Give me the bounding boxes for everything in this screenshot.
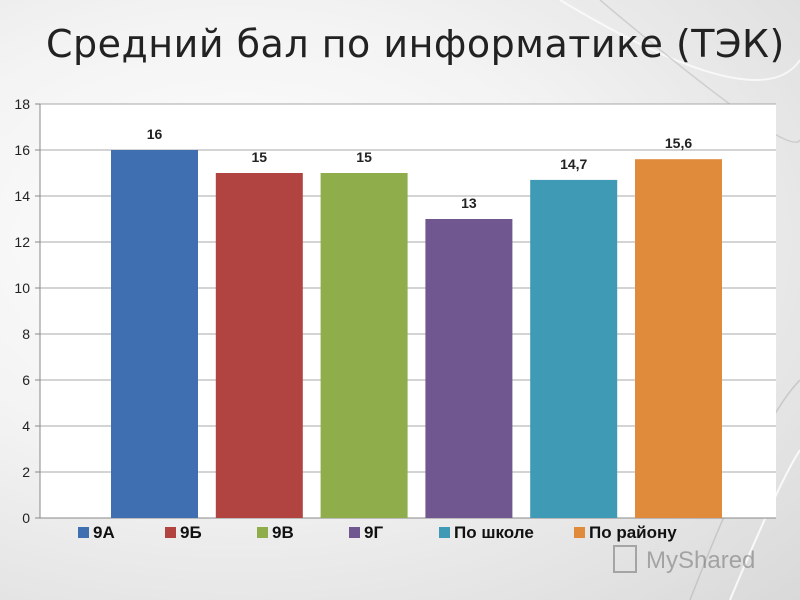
data-label: 15	[356, 149, 372, 165]
y-tick-label: 2	[22, 464, 30, 480]
legend-label: 9А	[93, 523, 115, 542]
y-tick-label: 10	[14, 280, 30, 296]
bar	[635, 159, 722, 518]
data-label: 15,6	[665, 135, 692, 151]
bar	[530, 179, 618, 518]
y-tick-label: 12	[14, 234, 30, 250]
data-label: 13	[461, 195, 477, 211]
legend-label: 9Б	[180, 523, 202, 542]
legend-swatch	[165, 527, 176, 538]
legend-label: По школе	[454, 523, 534, 542]
bar	[425, 219, 513, 518]
legend-swatch	[574, 527, 585, 538]
chart-title: Средний бал по информатике (ТЭК)	[46, 22, 785, 66]
legend-label: По району	[589, 523, 677, 542]
bar	[320, 173, 408, 518]
bar	[111, 150, 198, 518]
legend-swatch	[349, 527, 360, 538]
legend-swatch	[257, 527, 268, 538]
watermark-logo: MyShared	[612, 540, 772, 580]
legend-swatch	[78, 527, 89, 538]
y-tick-label: 18	[14, 96, 30, 112]
ppt-icon	[613, 545, 637, 573]
y-tick-label: 6	[22, 372, 30, 388]
legend-swatch	[439, 527, 450, 538]
data-label: 14,7	[560, 156, 587, 172]
y-tick-label: 0	[22, 510, 30, 526]
data-label: 16	[147, 126, 163, 142]
data-label: 15	[252, 149, 268, 165]
bar	[215, 173, 303, 518]
y-tick-label: 16	[14, 142, 30, 158]
y-tick-label: 4	[22, 418, 30, 434]
watermark-text: MyShared	[646, 547, 755, 574]
y-tick-label: 14	[14, 188, 30, 204]
legend-label: 9В	[272, 523, 294, 542]
legend-label: 9Г	[364, 523, 383, 542]
y-tick-label: 8	[22, 326, 30, 342]
